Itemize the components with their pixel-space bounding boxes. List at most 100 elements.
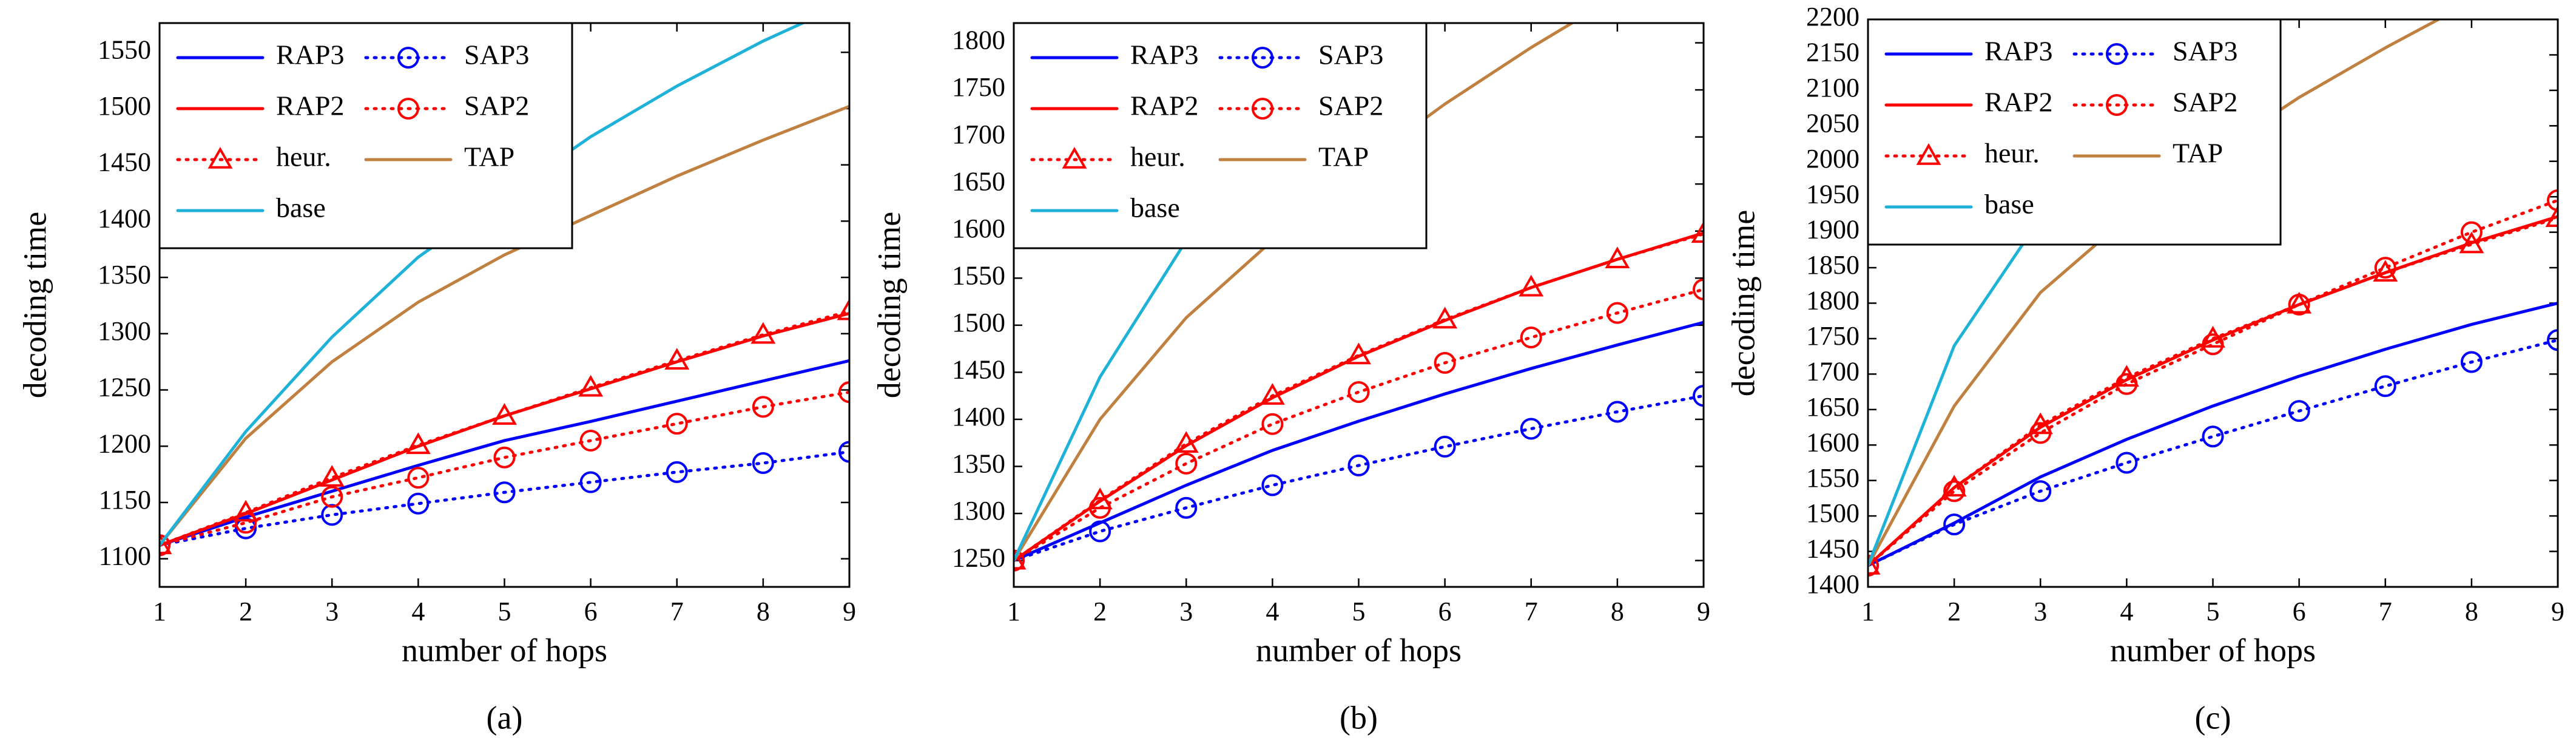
y-tick-label: 1400 (952, 402, 1005, 432)
marker-triangle (750, 322, 776, 344)
legend-label: base (1130, 192, 1180, 223)
marker-circle (1252, 47, 1273, 69)
legend-label: RAP3 (276, 39, 344, 70)
marker-triangle (1346, 342, 1371, 365)
y-tick-label: 2200 (1806, 2, 1860, 32)
marker-circle (1693, 385, 1704, 407)
y-tick-label: 1650 (952, 166, 1005, 196)
legend-label: RAP2 (276, 90, 344, 121)
marker-circle (1868, 554, 1879, 577)
marker-triangle (1519, 274, 1544, 297)
y-tick-label: 1100 (99, 541, 151, 571)
marker-triangle (1605, 246, 1630, 269)
marker-circle (321, 486, 343, 508)
legend-label: TAP (1318, 141, 1369, 172)
y-tick-label: 1500 (98, 91, 151, 121)
marker-circle (160, 534, 170, 557)
x-axis-label: number of hops (2110, 632, 2316, 668)
y-tick-label: 1200 (98, 428, 151, 458)
x-tick-label: 9 (2551, 597, 2564, 626)
x-tick-label: 3 (1179, 597, 1193, 626)
x-tick-label: 3 (2034, 597, 2047, 626)
x-tick-label: 1 (1861, 597, 1875, 626)
marker-triangle (1941, 475, 1967, 497)
x-tick-label: 9 (843, 597, 856, 626)
marker-triangle (1916, 143, 1941, 165)
y-tick-label: 1700 (952, 120, 1005, 149)
series-line (1868, 302, 2558, 567)
x-tick-label: 7 (670, 597, 684, 626)
marker-circle (1693, 278, 1704, 300)
y-tick-label: 1300 (98, 316, 151, 346)
panel-label: (b) (1340, 699, 1378, 736)
series-line (1868, 215, 2558, 567)
marker-circle (1175, 496, 1198, 519)
x-tick-label: 7 (1525, 597, 1538, 626)
y-tick-label: 1800 (1806, 286, 1860, 316)
marker-circle (1434, 435, 1456, 458)
marker-circle (407, 467, 430, 489)
series-line (160, 390, 849, 547)
x-tick-label: 5 (2207, 597, 2220, 626)
marker-circle (752, 452, 774, 475)
marker-triangle (160, 532, 172, 555)
y-tick-label: 1150 (99, 485, 151, 515)
y-tick-label: 1600 (1806, 427, 1860, 457)
marker-circle (2116, 452, 2138, 474)
x-tick-label: 1 (153, 597, 166, 626)
series-line (160, 310, 849, 547)
marker-circle (1089, 520, 1111, 543)
marker-triangle (1432, 306, 1458, 329)
legend-label: SAP3 (2173, 36, 2237, 67)
x-tick-label: 7 (2379, 597, 2392, 626)
legend-label: RAP3 (1130, 39, 1198, 70)
marker-triangle (2545, 205, 2558, 227)
marker-circle (2106, 94, 2128, 116)
marker-triangle (664, 348, 690, 370)
x-tick-label: 2 (239, 597, 252, 626)
y-axis-label: decoding time (871, 212, 907, 398)
marker-circle (579, 471, 602, 493)
y-tick-label: 1450 (952, 354, 1005, 384)
marker-circle (2106, 43, 2128, 65)
legend-label: RAP3 (1984, 36, 2052, 67)
x-tick-label: 2 (1947, 597, 1961, 626)
legend-label: SAP2 (464, 90, 529, 121)
series-line (1014, 232, 1704, 563)
y-tick-label: 2000 (1806, 144, 1860, 174)
marker-circle (1606, 302, 1628, 324)
marker-circle (1347, 381, 1370, 403)
legend-label: RAP2 (1984, 87, 2052, 118)
marker-triangle (1062, 146, 1087, 169)
legend: RAP3 SAP3 RAP2 SAP2 heur. TAP base (158, 22, 573, 249)
marker-circle (397, 98, 419, 120)
legend-label: base (276, 192, 326, 223)
y-tick-label: 1750 (952, 72, 1005, 102)
marker-circle (1014, 549, 1025, 572)
x-tick-label: 5 (1352, 597, 1366, 626)
legend: RAP3 SAP3 RAP2 SAP2 heur. TAP base (1867, 18, 2282, 246)
marker-circle (407, 492, 430, 515)
x-tick-label: 5 (498, 597, 511, 626)
y-tick-label: 1350 (952, 449, 1005, 479)
panel: 1250 1300 1350 1400 1450 1500 1550 1600 1650 1700… (871, 22, 1710, 736)
x-tick-label: 4 (411, 597, 425, 626)
marker-triangle (207, 146, 233, 169)
y-tick-label: 1450 (98, 147, 151, 177)
marker-circle (2288, 400, 2310, 422)
y-tick-label: 1600 (952, 214, 1005, 243)
marker-triangle (1868, 552, 1881, 575)
marker-circle (493, 481, 516, 504)
series-line (1868, 338, 2558, 567)
y-tick-label: 1350 (98, 260, 151, 289)
y-tick-label: 1400 (98, 203, 151, 233)
marker-triangle (837, 298, 849, 320)
y-tick-label: 1950 (1806, 179, 1860, 209)
marker-triangle (1173, 431, 1199, 453)
legend-label: TAP (2173, 138, 2223, 169)
marker-circle (397, 47, 419, 69)
marker-circle (1261, 474, 1284, 496)
marker-circle (1520, 327, 1542, 349)
marker-circle (752, 396, 774, 418)
legend-label: heur. (1984, 138, 2040, 169)
